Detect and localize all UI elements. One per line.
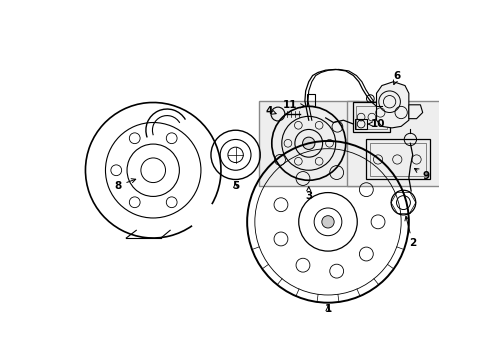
Text: 4: 4 bbox=[264, 106, 276, 116]
Text: 1: 1 bbox=[324, 304, 331, 314]
Bar bbox=[353, 103, 389, 132]
Text: 7: 7 bbox=[0, 359, 1, 360]
Text: 10: 10 bbox=[367, 119, 385, 129]
Bar bbox=[356, 105, 386, 129]
Bar bbox=[369, 143, 425, 176]
Circle shape bbox=[321, 216, 333, 228]
Bar bbox=[366, 139, 429, 180]
Circle shape bbox=[302, 137, 314, 149]
Polygon shape bbox=[408, 105, 422, 119]
Polygon shape bbox=[376, 82, 408, 128]
Bar bbox=[258, 101, 358, 186]
Text: 8: 8 bbox=[114, 179, 136, 191]
Text: 11: 11 bbox=[283, 100, 304, 110]
Text: 5: 5 bbox=[231, 181, 239, 191]
Text: 3: 3 bbox=[305, 187, 312, 201]
Bar bbox=[354, 120, 366, 129]
Text: 2: 2 bbox=[404, 216, 415, 248]
Bar bbox=[346, 101, 439, 186]
Text: 9: 9 bbox=[413, 168, 428, 181]
Text: 6: 6 bbox=[392, 71, 400, 85]
Bar bbox=[306, 94, 314, 106]
